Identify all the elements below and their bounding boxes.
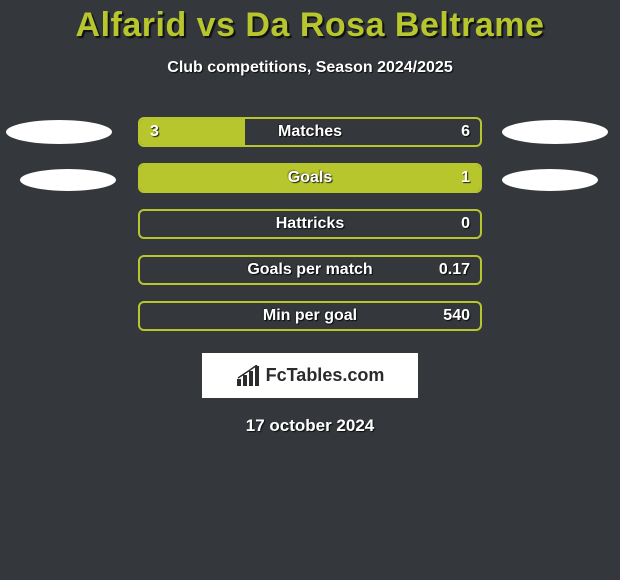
stat-rows: Matches36 Goals1 Hattricks0 Goals per match… [0, 117, 620, 331]
stat-row: Matches36 [0, 117, 620, 147]
stat-bar: Hattricks [138, 209, 482, 239]
stat-label: Goals per match [140, 257, 480, 283]
stat-bar-left-fill [140, 119, 245, 145]
stat-bar-right-fill [140, 165, 480, 191]
stat-bar: Matches [138, 117, 482, 147]
stat-row: Min per goal540 [0, 301, 620, 331]
date-label: 17 october 2024 [0, 416, 620, 436]
player-left-placeholder [20, 169, 116, 191]
stat-label: Hattricks [140, 211, 480, 237]
stat-row: Goals per match0.17 [0, 255, 620, 285]
bar-chart-icon [236, 365, 262, 387]
page-subtitle: Club competitions, Season 2024/2025 [0, 59, 620, 77]
logo-text: FcTables.com [266, 365, 385, 386]
stat-bar: Min per goal [138, 301, 482, 331]
stat-label: Min per goal [140, 303, 480, 329]
source-logo[interactable]: FcTables.com [202, 353, 418, 398]
player-right-placeholder [502, 120, 608, 144]
stat-row: Goals1 [0, 163, 620, 193]
page-title: Alfarid vs Da Rosa Beltrame [0, 0, 620, 45]
stat-bar: Goals per match [138, 255, 482, 285]
player-left-placeholder [6, 120, 112, 144]
stat-row: Hattricks0 [0, 209, 620, 239]
player-right-placeholder [502, 169, 598, 191]
stat-bar: Goals [138, 163, 482, 193]
